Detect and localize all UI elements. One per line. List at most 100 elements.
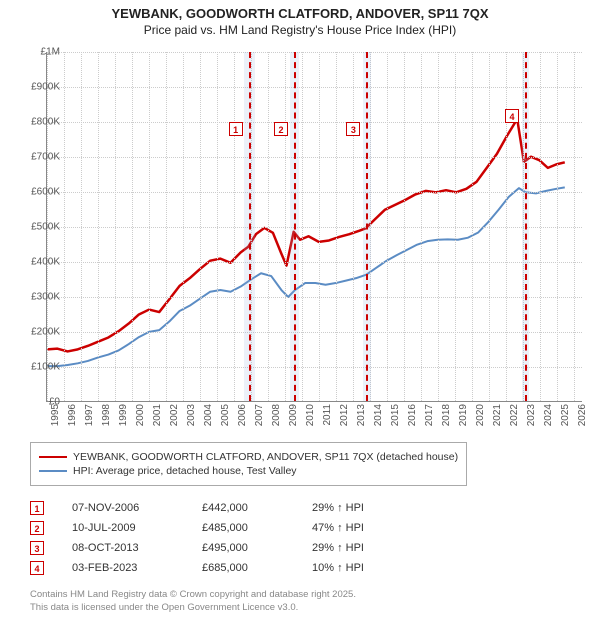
footer-attribution: Contains HM Land Registry data © Crown c… [30, 589, 356, 614]
x-axis-label: 2022 [509, 404, 520, 434]
legend-row: YEWBANK, GOODWORTH CLATFORD, ANDOVER, SP… [39, 451, 458, 463]
sales-price: £485,000 [202, 522, 312, 534]
y-axis-label: £900K [16, 82, 60, 93]
x-axis-label: 2003 [186, 404, 197, 434]
legend-swatch [39, 470, 67, 472]
sales-marker: 3 [30, 541, 44, 555]
sales-table: 107-NOV-2006£442,00029% ↑ HPI210-JUL-200… [30, 498, 432, 578]
sale-marker-line [294, 52, 296, 401]
gridline-v [234, 52, 235, 401]
sales-price: £442,000 [202, 502, 312, 514]
sales-price: £685,000 [202, 562, 312, 574]
x-axis-label: 1995 [50, 404, 61, 434]
gridline-h [47, 227, 582, 228]
gridline-v [438, 52, 439, 401]
chart-container: YEWBANK, GOODWORTH CLATFORD, ANDOVER, SP… [0, 0, 600, 620]
y-axis-label: £200K [16, 327, 60, 338]
gridline-h [47, 297, 582, 298]
y-axis-label: £500K [16, 222, 60, 233]
gridline-v [506, 52, 507, 401]
gridline-v [404, 52, 405, 401]
gridline-v [200, 52, 201, 401]
sales-date: 07-NOV-2006 [72, 502, 202, 514]
x-axis-label: 2021 [492, 404, 503, 434]
gridline-v [166, 52, 167, 401]
x-axis-label: 2024 [543, 404, 554, 434]
x-axis-label: 2009 [288, 404, 299, 434]
x-axis-label: 2005 [220, 404, 231, 434]
gridline-v [353, 52, 354, 401]
x-axis-label: 2008 [271, 404, 282, 434]
x-axis-label: 2017 [424, 404, 435, 434]
x-axis-label: 2000 [135, 404, 146, 434]
x-axis-label: 2015 [390, 404, 401, 434]
x-axis-label: 2004 [203, 404, 214, 434]
sale-marker-line [366, 52, 368, 401]
gridline-h [47, 157, 582, 158]
gridline-v [217, 52, 218, 401]
sales-date: 08-OCT-2013 [72, 542, 202, 554]
gridline-v [489, 52, 490, 401]
series-hpi [47, 187, 565, 366]
y-axis-label: £400K [16, 257, 60, 268]
footer-line2: This data is licensed under the Open Gov… [30, 602, 356, 614]
x-axis-label: 2012 [339, 404, 350, 434]
gridline-v [421, 52, 422, 401]
y-axis-label: £600K [16, 187, 60, 198]
x-axis-label: 2026 [577, 404, 588, 434]
sale-marker-2: 2 [274, 122, 288, 136]
gridline-h [47, 87, 582, 88]
x-axis-label: 2014 [373, 404, 384, 434]
x-axis-label: 2010 [305, 404, 316, 434]
x-axis-label: 2019 [458, 404, 469, 434]
gridline-v [574, 52, 575, 401]
gridline-v [115, 52, 116, 401]
sales-diff: 29% ↑ HPI [312, 502, 432, 514]
sale-marker-1: 1 [229, 122, 243, 136]
gridline-h [47, 262, 582, 263]
sales-marker: 4 [30, 561, 44, 575]
gridline-h [47, 52, 582, 53]
x-axis-label: 2013 [356, 404, 367, 434]
sales-date: 10-JUL-2009 [72, 522, 202, 534]
sales-diff: 47% ↑ HPI [312, 522, 432, 534]
x-axis-label: 2016 [407, 404, 418, 434]
x-axis-label: 2011 [322, 404, 333, 434]
sales-marker: 1 [30, 501, 44, 515]
chart-plot-area: 1 2 3 4 [46, 52, 582, 402]
x-axis-label: 1997 [84, 404, 95, 434]
gridline-v [336, 52, 337, 401]
y-axis-label: £700K [16, 152, 60, 163]
gridline-v [64, 52, 65, 401]
sales-row: 403-FEB-2023£685,00010% ↑ HPI [30, 558, 432, 578]
x-axis-label: 1999 [118, 404, 129, 434]
sales-diff: 29% ↑ HPI [312, 542, 432, 554]
title-line2: Price paid vs. HM Land Registry's House … [10, 23, 590, 37]
legend-label: HPI: Average price, detached house, Test… [73, 465, 297, 477]
gridline-v [455, 52, 456, 401]
gridline-v [132, 52, 133, 401]
x-axis-label: 2025 [560, 404, 571, 434]
sale-marker-3: 3 [346, 122, 360, 136]
gridline-v [557, 52, 558, 401]
x-axis-label: 2001 [152, 404, 163, 434]
legend-label: YEWBANK, GOODWORTH CLATFORD, ANDOVER, SP… [73, 451, 458, 463]
x-axis-label: 1996 [67, 404, 78, 434]
x-axis-label: 2020 [475, 404, 486, 434]
gridline-v [268, 52, 269, 401]
gridline-h [47, 367, 582, 368]
gridline-v [387, 52, 388, 401]
sales-price: £495,000 [202, 542, 312, 554]
y-axis-label: £1M [16, 47, 60, 58]
sale-marker-4: 4 [505, 109, 519, 123]
footer-line1: Contains HM Land Registry data © Crown c… [30, 589, 356, 601]
gridline-v [472, 52, 473, 401]
gridline-v [149, 52, 150, 401]
legend: YEWBANK, GOODWORTH CLATFORD, ANDOVER, SP… [30, 442, 467, 486]
y-axis-label: £800K [16, 117, 60, 128]
x-axis-label: 2006 [237, 404, 248, 434]
sales-row: 210-JUL-2009£485,00047% ↑ HPI [30, 518, 432, 538]
gridline-v [81, 52, 82, 401]
title-line1: YEWBANK, GOODWORTH CLATFORD, ANDOVER, SP… [10, 6, 590, 21]
gridline-v [98, 52, 99, 401]
